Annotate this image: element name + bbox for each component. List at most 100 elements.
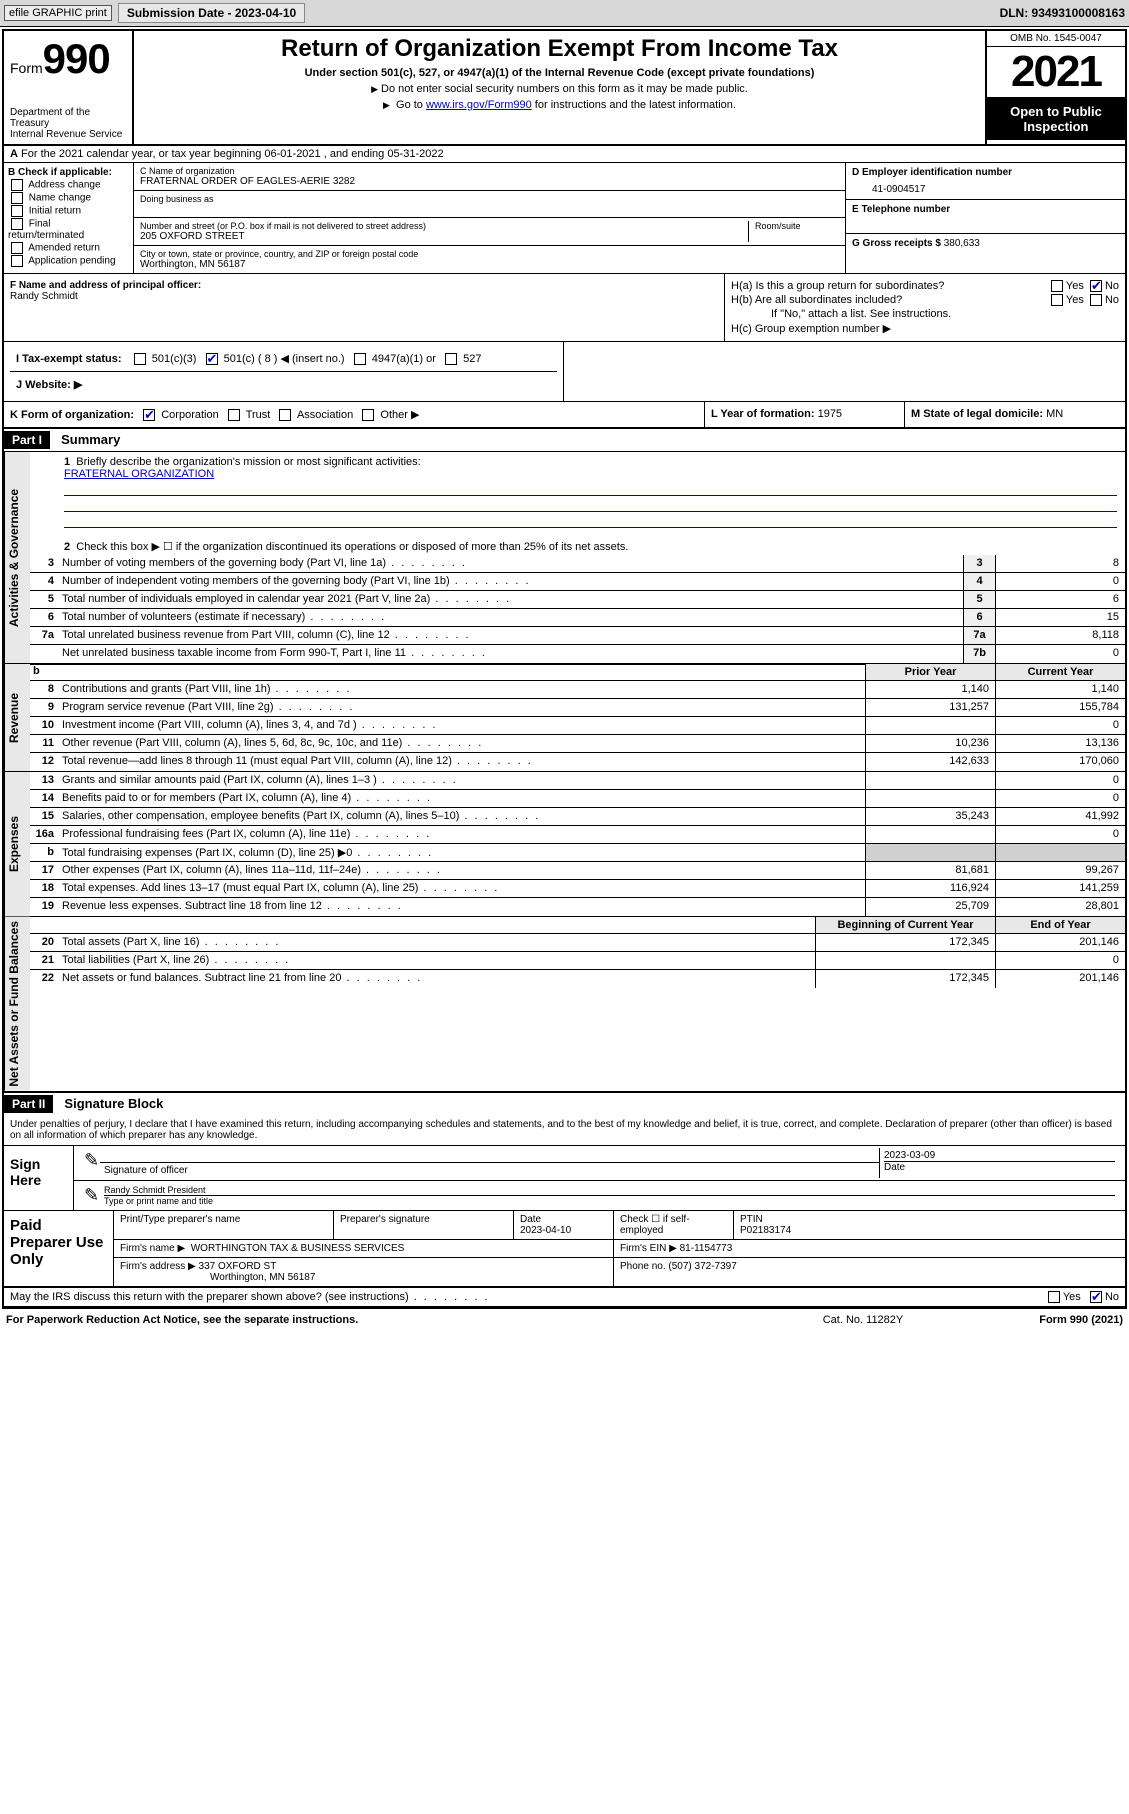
- state-domicile: MN: [1046, 408, 1063, 420]
- year-formation: 1975: [818, 408, 842, 420]
- discuss-yes: Yes: [1063, 1291, 1081, 1303]
- ein-value: 41-0904517: [852, 178, 1119, 195]
- addr-label: Number and street (or P.O. box if mail i…: [140, 221, 742, 231]
- g-receipts-label: G Gross receipts $: [852, 238, 941, 249]
- chk-address-change[interactable]: Address change: [8, 179, 129, 191]
- goto-note: Go to www.irs.gov/Form990 for instructio…: [142, 99, 977, 111]
- d-ein-label: D Employer identification number: [852, 167, 1012, 178]
- summary-line: 8Contributions and grants (Part VIII, li…: [30, 681, 1125, 699]
- part2-header-row: Part II Signature Block: [4, 1093, 1125, 1115]
- chk-final-return[interactable]: Final return/terminated: [8, 218, 129, 241]
- hb-line: H(b) Are all subordinates included? Yes …: [731, 294, 1119, 306]
- firm-addr2: Worthington, MN 56187: [120, 1272, 315, 1283]
- city-value: Worthington, MN 56187: [140, 259, 839, 270]
- summary-line: 15Salaries, other compensation, employee…: [30, 808, 1125, 826]
- omb-number: OMB No. 1545-0047: [987, 31, 1125, 47]
- sign-here-block: Sign Here ✎ Signature of officer 2023-03…: [4, 1146, 1125, 1211]
- netassets-section: Net Assets or Fund Balances Beginning of…: [4, 917, 1125, 1093]
- officer-printed-name: Randy Schmidt President: [104, 1185, 1115, 1195]
- brief-label: Briefly describe the organization's miss…: [76, 456, 420, 468]
- phone-val: (507) 372-7397: [668, 1261, 736, 1272]
- goto-suffix: for instructions and the latest informat…: [532, 99, 736, 111]
- chk-initial-return[interactable]: Initial return: [8, 205, 129, 217]
- dba-label: Doing business as: [140, 194, 839, 204]
- summary-line: 6Total number of volunteers (estimate if…: [30, 609, 1125, 627]
- form-subtitle: Under section 501(c), 527, or 4947(a)(1)…: [142, 67, 977, 79]
- ha-label: H(a) Is this a group return for subordin…: [731, 280, 944, 292]
- summary-line: 16aProfessional fundraising fees (Part I…: [30, 826, 1125, 844]
- firm-addr-label: Firm's address ▶: [120, 1261, 196, 1272]
- summary-line: 19Revenue less expenses. Subtract line 1…: [30, 898, 1125, 916]
- ssn-note: Do not enter social security numbers on …: [142, 83, 977, 95]
- hb-no: No: [1105, 294, 1119, 306]
- prep-selfemp-label: Check ☐ if self-employed: [614, 1211, 734, 1239]
- submission-date-button[interactable]: Submission Date - 2023-04-10: [118, 3, 305, 23]
- chk-name-change[interactable]: Name change: [8, 192, 129, 204]
- entity-block: B Check if applicable: Address change Na…: [4, 163, 1125, 274]
- penalty-statement: Under penalties of perjury, I declare th…: [4, 1115, 1125, 1146]
- irs-link[interactable]: www.irs.gov/Form990: [426, 99, 532, 111]
- chk-application-pending[interactable]: Application pending: [8, 255, 129, 267]
- discuss-no: No: [1105, 1291, 1119, 1303]
- ptin-label: PTIN: [740, 1214, 763, 1225]
- opt-527: 527: [463, 353, 481, 365]
- chk-amended-return[interactable]: Amended return: [8, 242, 129, 254]
- form-prefix: Form: [10, 60, 43, 76]
- part1-header-row: Part I Summary: [4, 429, 1125, 452]
- firm-addr1: 337 OXFORD ST: [199, 1261, 277, 1272]
- part1-title: Summary: [53, 432, 120, 447]
- k-label: K Form of organization:: [10, 409, 134, 421]
- ptin-val: P02183174: [740, 1225, 791, 1236]
- part2-title: Signature Block: [56, 1096, 163, 1111]
- ha-no: No: [1105, 280, 1119, 292]
- pra-notice: For Paperwork Reduction Act Notice, see …: [6, 1314, 763, 1326]
- form-990-container: Form990 Department of the Treasury Inter…: [2, 29, 1127, 1309]
- prep-date-label: Date: [520, 1214, 541, 1225]
- part1-badge: Part I: [4, 431, 50, 449]
- side-governance: Activities & Governance: [4, 452, 30, 663]
- i-label: I Tax-exempt status:: [16, 353, 122, 365]
- ha-yes: Yes: [1066, 280, 1084, 292]
- summary-line: 10Investment income (Part VIII, column (…: [30, 717, 1125, 735]
- firm-name-label: Firm's name ▶: [120, 1243, 185, 1254]
- opt-501c: 501(c) ( 8 ) ◀ (insert no.): [224, 353, 345, 365]
- efile-graphic-label: efile GRAPHIC print: [4, 5, 112, 21]
- discuss-row: May the IRS discuss this return with the…: [4, 1288, 1125, 1307]
- mission-link[interactable]: FRATERNAL ORGANIZATION: [64, 468, 214, 480]
- irs-label: Internal Revenue Service: [10, 129, 126, 140]
- summary-line: 5Total number of individuals employed in…: [30, 591, 1125, 609]
- name-label: Type or print name and title: [104, 1195, 1115, 1206]
- summary-line: 20Total assets (Part X, line 16)172,3452…: [30, 934, 1125, 952]
- dln-label: DLN: 93493100008163: [1000, 6, 1125, 20]
- expenses-section: Expenses 13Grants and similar amounts pa…: [4, 772, 1125, 917]
- goto-prefix: Go to: [396, 99, 426, 111]
- hb-label: H(b) Are all subordinates included?: [731, 294, 902, 306]
- sign-date-label: Date: [884, 1161, 1115, 1173]
- b-check-label: B Check if applicable:: [8, 167, 112, 178]
- hb-note: If "No," attach a list. See instructions…: [731, 308, 1119, 320]
- k-corp: Corporation: [161, 409, 218, 421]
- check2-label: Check this box ▶ ☐ if the organization d…: [76, 541, 628, 553]
- k-assoc: Association: [297, 409, 353, 421]
- officer-group-block: F Name and address of principal officer:…: [4, 274, 1125, 342]
- summary-line: 22Net assets or fund balances. Subtract …: [30, 970, 1125, 988]
- opt-4947: 4947(a)(1) or: [372, 353, 436, 365]
- form-header: Form990 Department of the Treasury Inter…: [4, 31, 1125, 146]
- room-label: Room/suite: [755, 221, 839, 231]
- form-footer: Form 990 (2021): [963, 1314, 1123, 1326]
- open-public-label: Open to Public Inspection: [987, 98, 1125, 140]
- summary-line: 13Grants and similar amounts paid (Part …: [30, 772, 1125, 790]
- summary-line: Net unrelated business taxable income fr…: [30, 645, 1125, 663]
- ha-line: H(a) Is this a group return for subordin…: [731, 280, 1119, 292]
- dept-label: Department of the Treasury: [10, 107, 126, 129]
- firm-name: WORTHINGTON TAX & BUSINESS SERVICES: [191, 1243, 405, 1254]
- summary-line: 18Total expenses. Add lines 13–17 (must …: [30, 880, 1125, 898]
- summary-line: 9Program service revenue (Part VIII, lin…: [30, 699, 1125, 717]
- k-trust: Trust: [246, 409, 271, 421]
- firm-ein-label: Firm's EIN ▶: [620, 1243, 677, 1254]
- paid-preparer-label: Paid Preparer Use Only: [4, 1211, 114, 1286]
- summary-line: 21Total liabilities (Part X, line 26)0: [30, 952, 1125, 970]
- summary-line: 3Number of voting members of the governi…: [30, 555, 1125, 573]
- begin-year-hdr: Beginning of Current Year: [815, 917, 995, 933]
- gross-receipts-value: 380,633: [944, 238, 980, 249]
